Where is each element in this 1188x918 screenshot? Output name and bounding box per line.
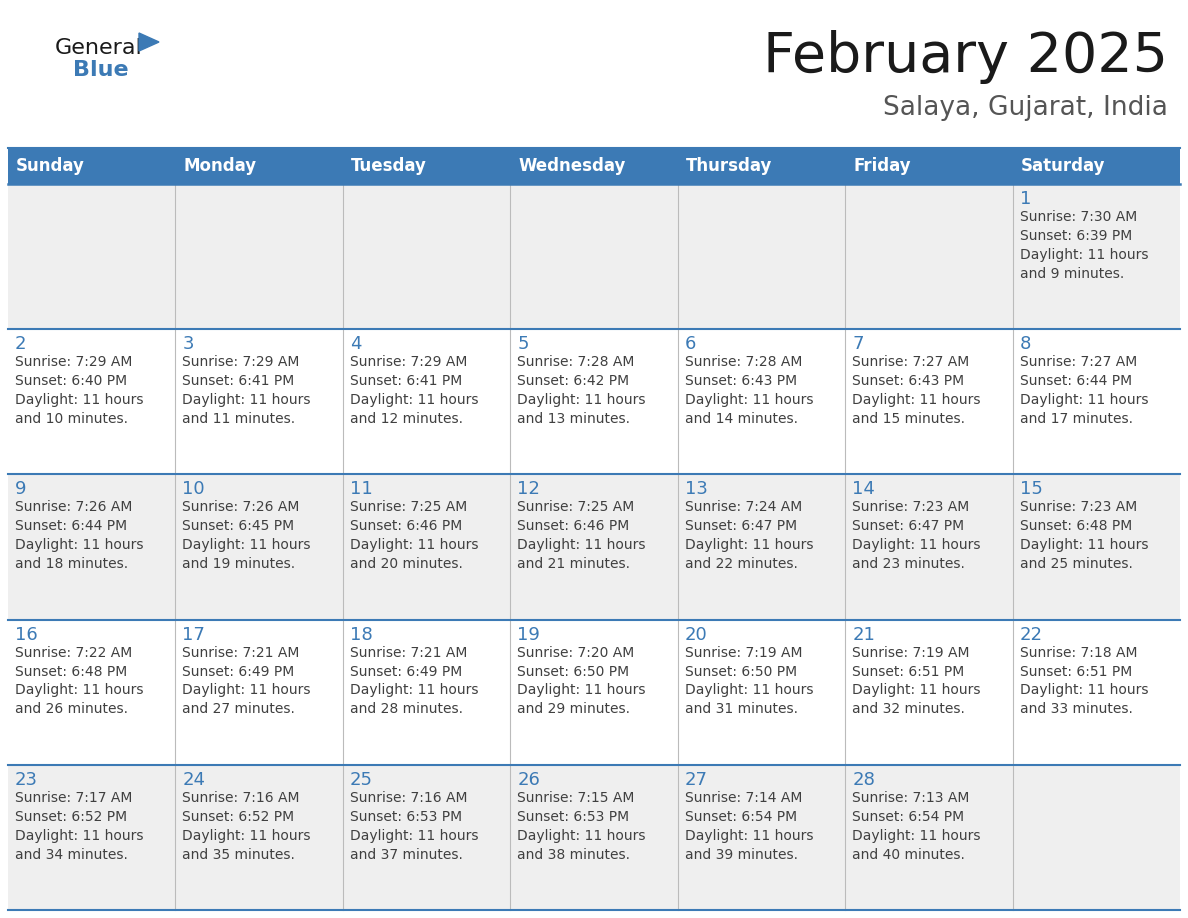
Text: Sunrise: 7:29 AM
Sunset: 6:41 PM
Daylight: 11 hours
and 11 minutes.: Sunrise: 7:29 AM Sunset: 6:41 PM Dayligh…	[183, 355, 311, 426]
Text: Sunrise: 7:28 AM
Sunset: 6:42 PM
Daylight: 11 hours
and 13 minutes.: Sunrise: 7:28 AM Sunset: 6:42 PM Dayligh…	[517, 355, 646, 426]
Text: Sunrise: 7:23 AM
Sunset: 6:48 PM
Daylight: 11 hours
and 25 minutes.: Sunrise: 7:23 AM Sunset: 6:48 PM Dayligh…	[1019, 500, 1148, 571]
Text: Sunrise: 7:14 AM
Sunset: 6:54 PM
Daylight: 11 hours
and 39 minutes.: Sunrise: 7:14 AM Sunset: 6:54 PM Dayligh…	[684, 790, 814, 862]
Text: 23: 23	[15, 771, 38, 789]
Text: 10: 10	[183, 480, 206, 498]
Text: 19: 19	[517, 625, 541, 644]
Text: 21: 21	[852, 625, 876, 644]
Text: Tuesday: Tuesday	[350, 157, 426, 175]
Text: Blue: Blue	[72, 60, 128, 80]
Text: 27: 27	[684, 771, 708, 789]
Text: Sunrise: 7:30 AM
Sunset: 6:39 PM
Daylight: 11 hours
and 9 minutes.: Sunrise: 7:30 AM Sunset: 6:39 PM Dayligh…	[1019, 210, 1148, 281]
Text: 18: 18	[349, 625, 373, 644]
Text: 8: 8	[1019, 335, 1031, 353]
Text: Sunrise: 7:26 AM
Sunset: 6:44 PM
Daylight: 11 hours
and 18 minutes.: Sunrise: 7:26 AM Sunset: 6:44 PM Dayligh…	[15, 500, 144, 571]
Text: 14: 14	[852, 480, 876, 498]
Text: Sunrise: 7:25 AM
Sunset: 6:46 PM
Daylight: 11 hours
and 20 minutes.: Sunrise: 7:25 AM Sunset: 6:46 PM Dayligh…	[349, 500, 479, 571]
Text: Monday: Monday	[183, 157, 257, 175]
Text: 5: 5	[517, 335, 529, 353]
Text: Sunrise: 7:13 AM
Sunset: 6:54 PM
Daylight: 11 hours
and 40 minutes.: Sunrise: 7:13 AM Sunset: 6:54 PM Dayligh…	[852, 790, 980, 862]
Text: 12: 12	[517, 480, 541, 498]
Text: Sunrise: 7:27 AM
Sunset: 6:44 PM
Daylight: 11 hours
and 17 minutes.: Sunrise: 7:27 AM Sunset: 6:44 PM Dayligh…	[1019, 355, 1148, 426]
Polygon shape	[139, 33, 159, 51]
Text: Salaya, Gujarat, India: Salaya, Gujarat, India	[883, 95, 1168, 121]
Text: 11: 11	[349, 480, 373, 498]
Bar	[8, 475, 1180, 620]
Text: General: General	[55, 38, 143, 58]
Text: 15: 15	[1019, 480, 1042, 498]
Text: Sunrise: 7:22 AM
Sunset: 6:48 PM
Daylight: 11 hours
and 26 minutes.: Sunrise: 7:22 AM Sunset: 6:48 PM Dayligh…	[15, 645, 144, 716]
Text: 13: 13	[684, 480, 708, 498]
Text: Sunrise: 7:19 AM
Sunset: 6:50 PM
Daylight: 11 hours
and 31 minutes.: Sunrise: 7:19 AM Sunset: 6:50 PM Dayligh…	[684, 645, 814, 716]
Bar	[8, 184, 1180, 330]
Text: 6: 6	[684, 335, 696, 353]
Text: 2: 2	[15, 335, 26, 353]
Text: 16: 16	[15, 625, 38, 644]
Text: Sunrise: 7:16 AM
Sunset: 6:53 PM
Daylight: 11 hours
and 37 minutes.: Sunrise: 7:16 AM Sunset: 6:53 PM Dayligh…	[349, 790, 479, 862]
Text: 17: 17	[183, 625, 206, 644]
Text: 22: 22	[1019, 625, 1043, 644]
Text: Sunrise: 7:18 AM
Sunset: 6:51 PM
Daylight: 11 hours
and 33 minutes.: Sunrise: 7:18 AM Sunset: 6:51 PM Dayligh…	[1019, 645, 1148, 716]
Text: Sunrise: 7:23 AM
Sunset: 6:47 PM
Daylight: 11 hours
and 23 minutes.: Sunrise: 7:23 AM Sunset: 6:47 PM Dayligh…	[852, 500, 980, 571]
Text: Sunrise: 7:19 AM
Sunset: 6:51 PM
Daylight: 11 hours
and 32 minutes.: Sunrise: 7:19 AM Sunset: 6:51 PM Dayligh…	[852, 645, 980, 716]
Text: Thursday: Thursday	[685, 157, 772, 175]
Text: Sunrise: 7:25 AM
Sunset: 6:46 PM
Daylight: 11 hours
and 21 minutes.: Sunrise: 7:25 AM Sunset: 6:46 PM Dayligh…	[517, 500, 646, 571]
Text: 25: 25	[349, 771, 373, 789]
Bar	[8, 148, 1180, 184]
Text: 7: 7	[852, 335, 864, 353]
Text: Sunday: Sunday	[15, 157, 84, 175]
Bar	[8, 620, 1180, 765]
Text: 24: 24	[183, 771, 206, 789]
Text: Sunrise: 7:24 AM
Sunset: 6:47 PM
Daylight: 11 hours
and 22 minutes.: Sunrise: 7:24 AM Sunset: 6:47 PM Dayligh…	[684, 500, 814, 571]
Text: Sunrise: 7:27 AM
Sunset: 6:43 PM
Daylight: 11 hours
and 15 minutes.: Sunrise: 7:27 AM Sunset: 6:43 PM Dayligh…	[852, 355, 980, 426]
Text: Sunrise: 7:15 AM
Sunset: 6:53 PM
Daylight: 11 hours
and 38 minutes.: Sunrise: 7:15 AM Sunset: 6:53 PM Dayligh…	[517, 790, 646, 862]
Text: February 2025: February 2025	[763, 30, 1168, 84]
Bar	[8, 330, 1180, 475]
Text: 4: 4	[349, 335, 361, 353]
Bar	[8, 765, 1180, 910]
Text: Sunrise: 7:26 AM
Sunset: 6:45 PM
Daylight: 11 hours
and 19 minutes.: Sunrise: 7:26 AM Sunset: 6:45 PM Dayligh…	[183, 500, 311, 571]
Text: 20: 20	[684, 625, 708, 644]
Text: Sunrise: 7:21 AM
Sunset: 6:49 PM
Daylight: 11 hours
and 27 minutes.: Sunrise: 7:21 AM Sunset: 6:49 PM Dayligh…	[183, 645, 311, 716]
Text: 9: 9	[15, 480, 26, 498]
Text: Sunrise: 7:20 AM
Sunset: 6:50 PM
Daylight: 11 hours
and 29 minutes.: Sunrise: 7:20 AM Sunset: 6:50 PM Dayligh…	[517, 645, 646, 716]
Text: Sunrise: 7:29 AM
Sunset: 6:41 PM
Daylight: 11 hours
and 12 minutes.: Sunrise: 7:29 AM Sunset: 6:41 PM Dayligh…	[349, 355, 479, 426]
Text: Sunrise: 7:28 AM
Sunset: 6:43 PM
Daylight: 11 hours
and 14 minutes.: Sunrise: 7:28 AM Sunset: 6:43 PM Dayligh…	[684, 355, 814, 426]
Text: Sunrise: 7:17 AM
Sunset: 6:52 PM
Daylight: 11 hours
and 34 minutes.: Sunrise: 7:17 AM Sunset: 6:52 PM Dayligh…	[15, 790, 144, 862]
Text: 28: 28	[852, 771, 876, 789]
Text: 3: 3	[183, 335, 194, 353]
Text: Friday: Friday	[853, 157, 911, 175]
Text: Saturday: Saturday	[1020, 157, 1105, 175]
Text: Sunrise: 7:29 AM
Sunset: 6:40 PM
Daylight: 11 hours
and 10 minutes.: Sunrise: 7:29 AM Sunset: 6:40 PM Dayligh…	[15, 355, 144, 426]
Text: Sunrise: 7:16 AM
Sunset: 6:52 PM
Daylight: 11 hours
and 35 minutes.: Sunrise: 7:16 AM Sunset: 6:52 PM Dayligh…	[183, 790, 311, 862]
Text: 26: 26	[517, 771, 541, 789]
Text: Wednesday: Wednesday	[518, 157, 626, 175]
Text: 1: 1	[1019, 190, 1031, 208]
Text: Sunrise: 7:21 AM
Sunset: 6:49 PM
Daylight: 11 hours
and 28 minutes.: Sunrise: 7:21 AM Sunset: 6:49 PM Dayligh…	[349, 645, 479, 716]
